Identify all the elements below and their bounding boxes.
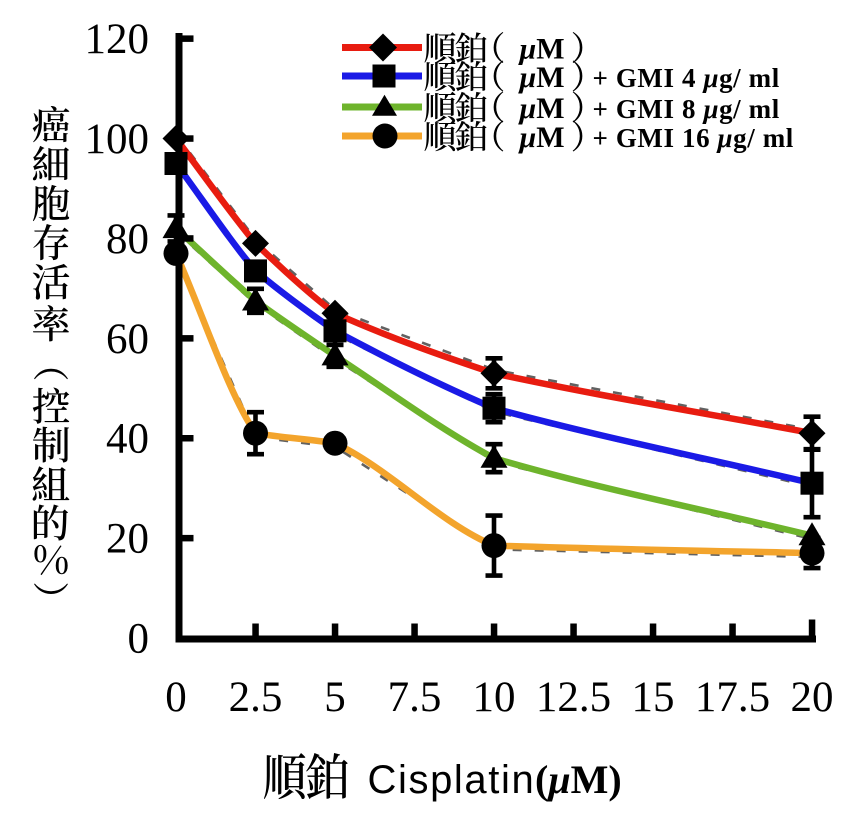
svg-text:20: 20 <box>791 674 834 721</box>
svg-text:Cisplatin: Cisplatin <box>368 758 536 802</box>
svg-text:+ GMI 8 μg/ ml: + GMI 8 μg/ ml <box>593 94 780 124</box>
svg-text:15: 15 <box>632 674 675 721</box>
svg-text:5: 5 <box>324 674 346 721</box>
svg-text:10: 10 <box>473 674 516 721</box>
svg-text:20: 20 <box>106 516 149 563</box>
svg-text:0: 0 <box>128 616 150 663</box>
svg-text:17.5: 17.5 <box>695 674 770 721</box>
svg-text:80: 80 <box>106 216 149 263</box>
svg-text:7.5: 7.5 <box>388 674 442 721</box>
svg-text:μM: μM <box>518 92 565 125</box>
svg-text:0: 0 <box>165 674 187 721</box>
svg-text:120: 120 <box>85 16 150 63</box>
svg-text:μM: μM <box>518 33 565 66</box>
svg-text:+ GMI 4 μg/ ml: + GMI 4 μg/ ml <box>593 63 780 93</box>
svg-text:+ GMI 16 μg/ ml: + GMI 16 μg/ ml <box>593 123 794 153</box>
svg-text:12.5: 12.5 <box>536 674 611 721</box>
svg-text:(μM): (μM) <box>535 757 622 802</box>
svg-text:100: 100 <box>85 116 150 163</box>
svg-text:2.5: 2.5 <box>229 674 283 721</box>
svg-text:60: 60 <box>106 316 149 363</box>
svg-text:μM: μM <box>518 61 565 94</box>
svg-text:μM: μM <box>518 121 565 154</box>
svg-text:40: 40 <box>106 416 149 463</box>
